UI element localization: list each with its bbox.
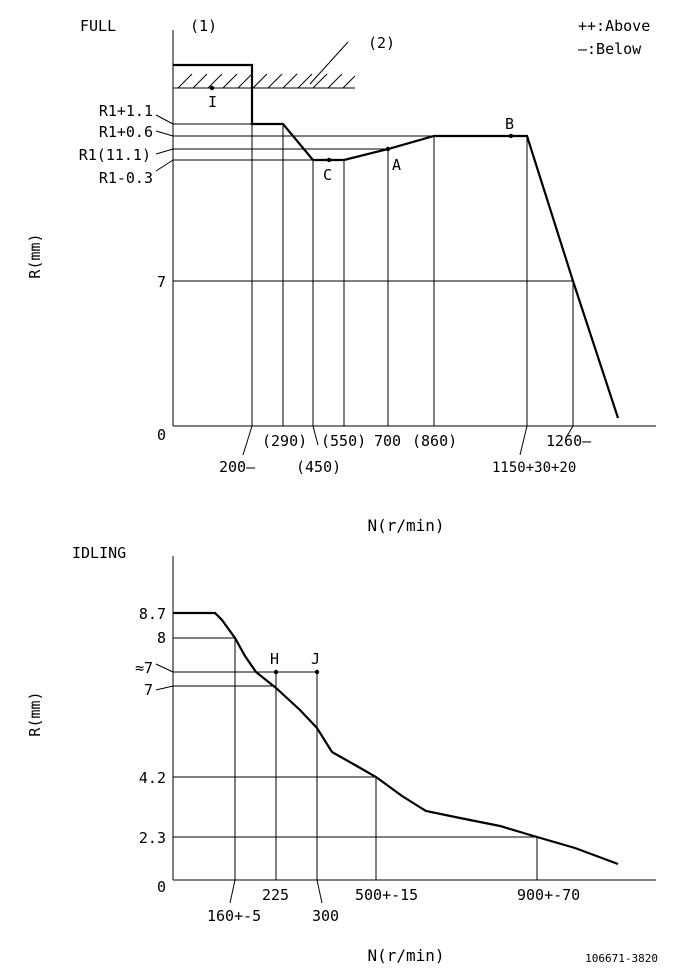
point-j-marker (314, 669, 320, 675)
idling-title: IDLING (72, 544, 126, 562)
idl-x-label-160: 160+-5 (207, 907, 261, 925)
y-label-7: 7 (157, 273, 166, 291)
full-chart: FULL (1) (2) ++:Above —:Below (26, 17, 656, 535)
idl-x-label-900: 900+-70 (517, 886, 580, 904)
leader-1150 (519, 425, 528, 456)
part-number: 106671-3820 (585, 952, 658, 965)
idling-y-axis-title: R(mm) (26, 691, 44, 736)
callout-1: (1) (190, 17, 217, 35)
idl-y-label-8: 8 (157, 629, 166, 647)
x-label-860: (860) (412, 432, 457, 450)
callout-2-leader (309, 41, 349, 85)
x-label-200: 200— (219, 458, 256, 476)
point-h-marker (273, 669, 279, 675)
leader-r1-plus-0-6 (155, 130, 174, 137)
idling-chart: IDLING H J 8.7 8 ≈7 7 4.2 (26, 544, 658, 965)
full-curve (173, 63, 620, 419)
idling-x-axis-title: N(r/min) (367, 946, 444, 965)
legend-below: —:Below (578, 40, 642, 58)
point-i-label: I (208, 93, 217, 111)
idl-y-label-7: 7 (144, 681, 153, 699)
y-label-r1-plus-0-6: R1+0.6 (99, 123, 153, 141)
leader-1260 (566, 425, 574, 437)
point-j-label: J (311, 650, 320, 668)
y-label-r1: R1(11.1) (79, 146, 151, 164)
leader-idl-160 (229, 879, 236, 904)
callout-2: (2) (368, 34, 395, 52)
x-label-1260: 1260— (546, 432, 592, 450)
idl-y-label-8-7: 8.7 (139, 605, 166, 623)
leader-r1-plus-1-1 (155, 114, 174, 125)
y-label-0: 0 (157, 426, 166, 444)
idl-x-label-225: 225 (262, 886, 289, 904)
full-title: FULL (80, 17, 116, 35)
point-a-label: A (392, 156, 401, 174)
point-i-marker (209, 85, 215, 91)
point-h-label: H (270, 650, 279, 668)
x-label-700: 700 (374, 432, 401, 450)
leader-idl-approx7 (155, 663, 174, 673)
point-c-marker (326, 157, 332, 163)
leader-idl-7 (155, 685, 174, 691)
point-a-marker (385, 146, 391, 152)
idling-curve (173, 611, 619, 866)
full-y-axis-title: R(mm) (26, 233, 44, 278)
leader-200 (242, 425, 253, 456)
idl-y-label-0: 0 (157, 878, 166, 896)
point-b-label: B (505, 115, 514, 133)
idl-y-label-2-3: 2.3 (139, 829, 166, 847)
idl-x-label-500: 500+-15 (355, 886, 418, 904)
x-label-290: (290) (262, 432, 307, 450)
leader-r1-minus-0-3 (155, 159, 174, 172)
idl-x-label-300: 300 (312, 907, 339, 925)
y-label-r1-plus-1-1: R1+1.1 (99, 102, 153, 120)
point-c-label: C (323, 166, 332, 184)
stopper-hatch (177, 73, 356, 89)
y-label-r1-minus-0-3: R1-0.3 (99, 169, 153, 187)
leader-idl-300 (316, 879, 323, 904)
idl-y-label-4-2: 4.2 (139, 769, 166, 787)
x-label-1150: 1150+30+20 (492, 460, 576, 476)
leader-r1 (155, 148, 174, 155)
full-x-axis-title: N(r/min) (367, 516, 444, 535)
legend-above: ++:Above (578, 17, 650, 35)
point-b-marker (508, 133, 514, 139)
idl-y-label-approx7: ≈7 (135, 659, 153, 677)
x-label-550: (550) (321, 432, 366, 450)
leader-450 (312, 425, 319, 446)
x-label-450: (450) (296, 458, 341, 476)
